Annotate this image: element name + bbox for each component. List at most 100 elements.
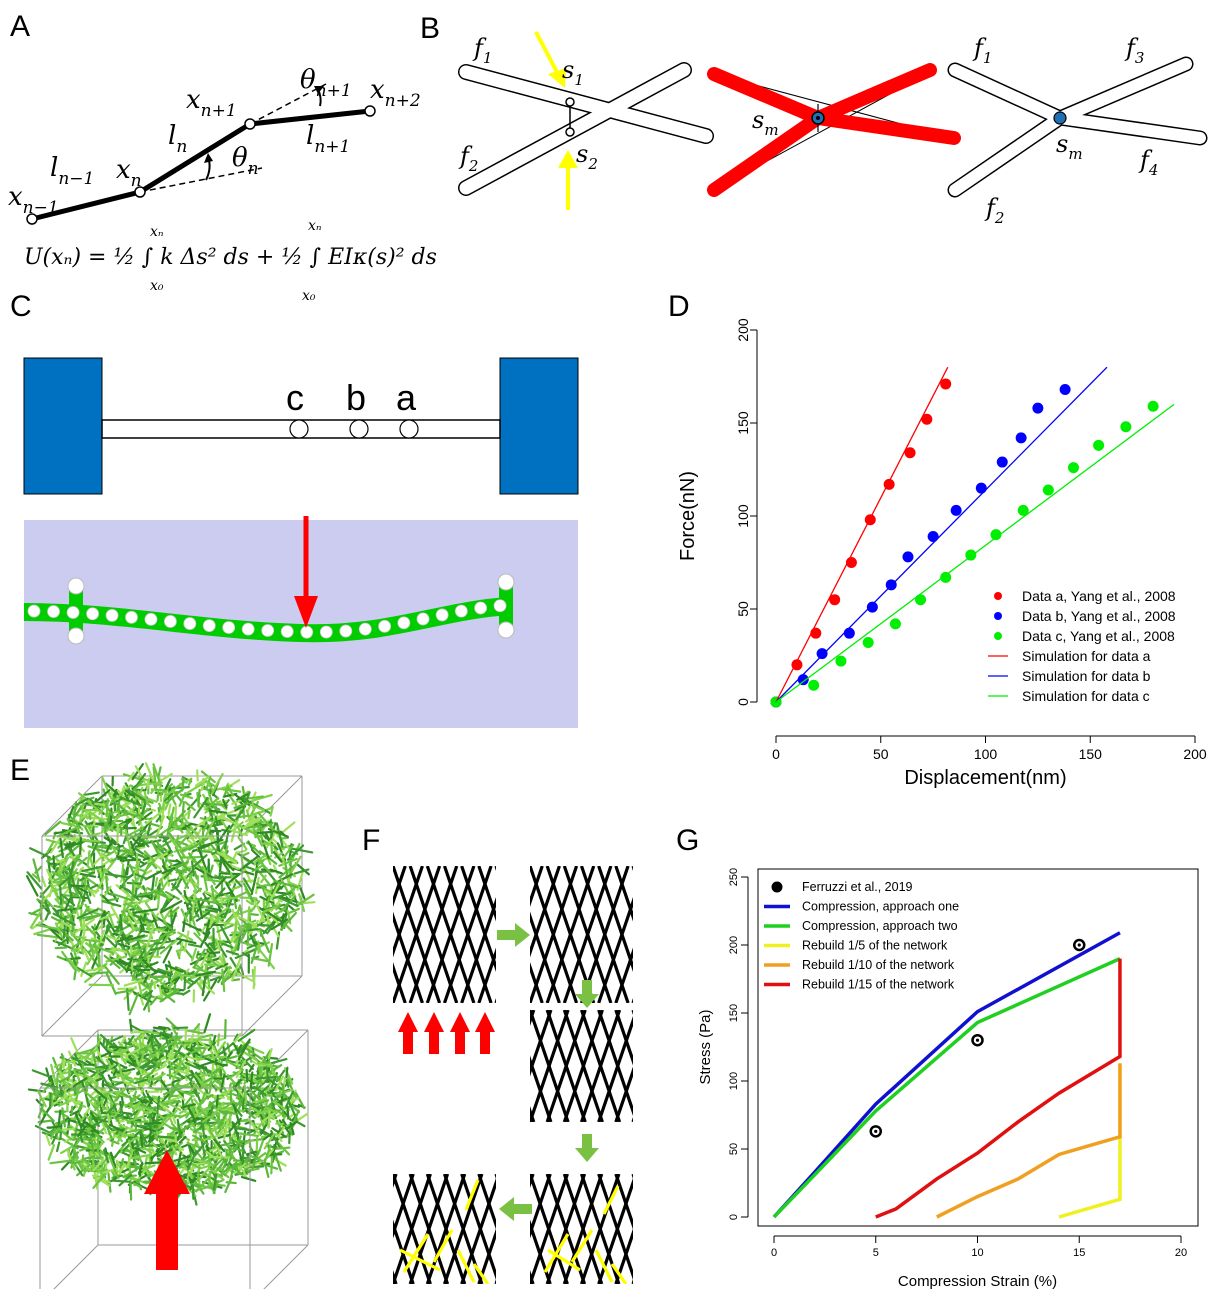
lattice-fiber xyxy=(324,866,371,1003)
fiber xyxy=(226,898,238,899)
fiber xyxy=(132,881,133,899)
lattice-fiber xyxy=(496,1174,533,1284)
fiber xyxy=(169,804,171,813)
chart-d: 0 50 100 150 200050100150200Displacement(nm)… xyxy=(677,318,1207,789)
lattice-fiber xyxy=(719,1010,757,1122)
fiber xyxy=(230,830,247,835)
push-arrows xyxy=(398,1012,495,1054)
fiber xyxy=(211,977,219,980)
label-f1-b: f1 xyxy=(972,34,992,67)
fiber xyxy=(193,1185,194,1199)
fiber xyxy=(235,1128,249,1130)
label-x-n2: xn+2 xyxy=(370,75,421,111)
panel-label-f: F xyxy=(362,824,380,857)
fiber xyxy=(76,937,84,938)
label-c: c xyxy=(286,377,304,418)
fiber xyxy=(198,1173,199,1181)
lattice-fiber xyxy=(290,1174,327,1284)
push-arrowhead xyxy=(450,1012,470,1032)
lattice-fiber xyxy=(290,1174,327,1284)
fiber xyxy=(158,896,159,908)
green-arrow-down2-head xyxy=(575,1148,599,1162)
fiber xyxy=(107,799,108,816)
lattice-fiber xyxy=(324,1174,361,1284)
lattice-fiber xyxy=(650,1010,688,1122)
fiber xyxy=(145,951,146,959)
bead xyxy=(455,605,467,617)
fiber xyxy=(163,1101,171,1102)
bead xyxy=(67,606,79,618)
fiber xyxy=(142,1102,148,1103)
series-line-4 xyxy=(937,1063,1120,1217)
fiber xyxy=(100,868,101,877)
fiber xyxy=(242,1177,255,1181)
red-fiber-2 xyxy=(818,118,954,138)
lattice-fiber xyxy=(496,1174,533,1284)
fiber xyxy=(152,947,165,950)
fiber xyxy=(183,991,189,995)
integral-upper-1: xₙ xyxy=(150,224,164,240)
lattice-fiber xyxy=(633,1174,670,1284)
lattice-fiber xyxy=(702,866,749,1003)
fiber xyxy=(136,845,144,846)
fiber xyxy=(91,891,98,892)
fiber xyxy=(183,922,200,930)
network-cube-top xyxy=(27,763,314,1036)
y-tick-label: 50 xyxy=(735,601,751,617)
data-point xyxy=(997,457,1008,468)
fiber xyxy=(236,851,245,853)
legend-label: Rebuild 1/10 of the network xyxy=(802,958,955,972)
fiber xyxy=(135,1161,136,1170)
fiber xyxy=(276,1124,283,1125)
fiber xyxy=(256,1077,276,1079)
label-s1: s1 xyxy=(562,56,584,89)
bead xyxy=(184,618,196,630)
lattice-fiber xyxy=(667,866,714,1003)
fiber xyxy=(217,1096,218,1107)
label-a: a xyxy=(396,377,417,418)
series-line-5 xyxy=(876,959,1120,1217)
fiber xyxy=(243,853,249,856)
fiber xyxy=(252,914,258,915)
lattice-fiber xyxy=(324,866,371,1003)
node-x-n1 xyxy=(245,119,255,129)
fiber xyxy=(110,1047,125,1048)
lattice-fiber xyxy=(719,1010,757,1122)
x-tick-label: 15 xyxy=(1073,1247,1085,1259)
data-point xyxy=(1120,421,1131,432)
data-point xyxy=(1093,440,1104,451)
integral-lower-1: x₀ xyxy=(150,278,164,294)
fiber xyxy=(59,1111,60,1124)
legend-label: Data a, Yang et al., 2008 xyxy=(1022,588,1176,604)
lattice-fiber xyxy=(650,1174,687,1284)
point-s2 xyxy=(566,128,574,136)
red-fiber-4 xyxy=(818,70,930,118)
bead xyxy=(340,625,352,637)
push-arrow-shaft xyxy=(403,1030,413,1054)
fiber xyxy=(257,832,271,833)
y-tick-label: 0 xyxy=(728,1214,740,1220)
label-f4: f4 xyxy=(1138,146,1158,179)
fiber xyxy=(188,1031,203,1034)
push-arrow-shaft xyxy=(429,1030,439,1054)
lattice-fiber xyxy=(702,1174,739,1284)
panel-label-a: A xyxy=(10,10,30,43)
legend-label: Simulation for data b xyxy=(1022,668,1151,684)
fiber xyxy=(246,867,253,870)
panel-label-d: D xyxy=(668,290,690,323)
label-x-n1: xn+1 xyxy=(186,85,237,121)
fiber xyxy=(254,967,255,988)
legend-label: Compression, approach one xyxy=(802,900,959,914)
fiber xyxy=(182,778,183,791)
bead xyxy=(301,626,313,638)
data-point xyxy=(902,551,913,562)
legend-label: Data c, Yang et al., 2008 xyxy=(1022,628,1175,644)
x-tick-label: 100 xyxy=(974,746,998,762)
data-point xyxy=(928,531,939,542)
bead xyxy=(281,626,293,638)
bead xyxy=(87,608,99,620)
label-f3: f3 xyxy=(1124,34,1144,67)
point-b xyxy=(350,420,368,438)
fiber xyxy=(175,1028,188,1029)
lattice-fiber xyxy=(633,1010,671,1122)
